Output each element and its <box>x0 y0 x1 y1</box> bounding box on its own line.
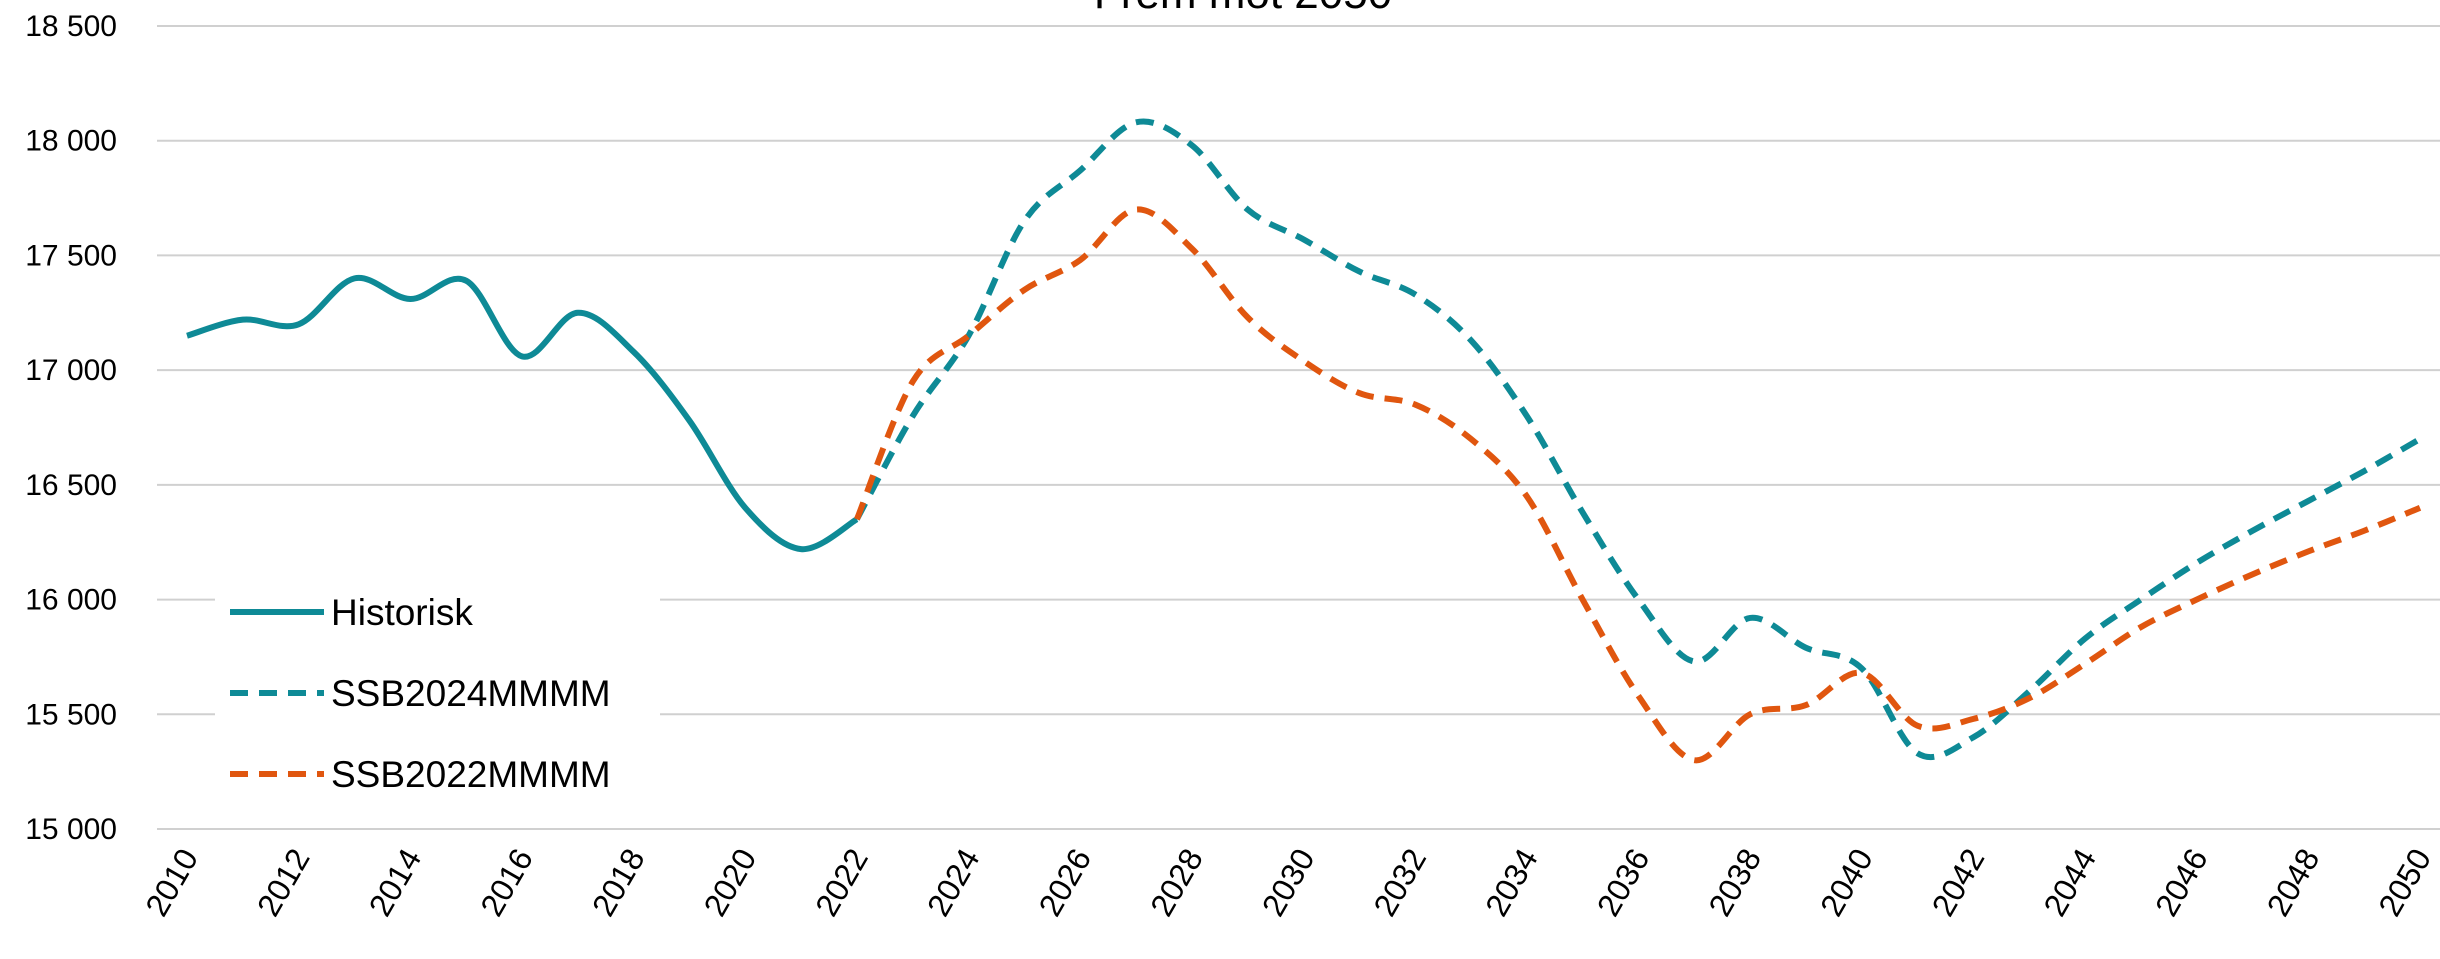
x-tick-label: 2024 <box>920 843 987 923</box>
line-series <box>186 274 859 553</box>
x-tick-label: 2040 <box>1813 843 1880 923</box>
y-tick-label: 17 500 <box>25 239 117 272</box>
chart-title: Frem mot 2050 <box>1094 0 1392 18</box>
x-tick-label: 2032 <box>1366 843 1433 923</box>
y-tick-label: 17 000 <box>25 354 117 387</box>
x-tick-label: 2050 <box>2371 843 2438 923</box>
y-tick-label: 18 500 <box>25 10 117 43</box>
x-tick-label: 2020 <box>697 843 764 923</box>
x-tick-label: 2034 <box>1478 843 1545 923</box>
x-tick-label: 2042 <box>1925 843 1992 923</box>
line-series <box>854 206 2422 764</box>
y-tick-label: 18 000 <box>25 125 117 158</box>
x-tick-label: 2048 <box>2260 843 2327 923</box>
x-tick-label: 2010 <box>138 843 205 923</box>
x-tick-label: 2026 <box>1031 843 1098 923</box>
x-tick-label: 2028 <box>1143 843 1210 923</box>
x-tick-label: 2018 <box>585 843 652 923</box>
legend-label: SSB2022MMMM <box>331 754 611 795</box>
legend-label: Historisk <box>331 592 473 633</box>
line-series <box>854 118 2422 761</box>
x-tick-label: 2044 <box>2036 843 2103 923</box>
x-tick-label: 2014 <box>362 843 429 923</box>
x-tick-label: 2036 <box>1590 843 1657 923</box>
x-tick-label: 2012 <box>250 843 317 923</box>
x-tick-label: 2030 <box>1255 843 1322 923</box>
y-tick-label: 15 500 <box>25 698 117 731</box>
y-tick-label: 16 000 <box>25 584 117 617</box>
legend-label: SSB2024MMMM <box>331 673 611 714</box>
x-tick-label: 2022 <box>808 843 875 923</box>
y-tick-label: 16 500 <box>25 469 117 502</box>
y-tick-label: 15 000 <box>25 813 117 846</box>
legend: Historisk SSB2024MMMM SSB2022MMMM <box>215 575 660 813</box>
x-tick-label: 2038 <box>1701 843 1768 923</box>
x-tick-label: 2046 <box>2148 843 2215 923</box>
x-tick-label: 2016 <box>473 843 540 923</box>
